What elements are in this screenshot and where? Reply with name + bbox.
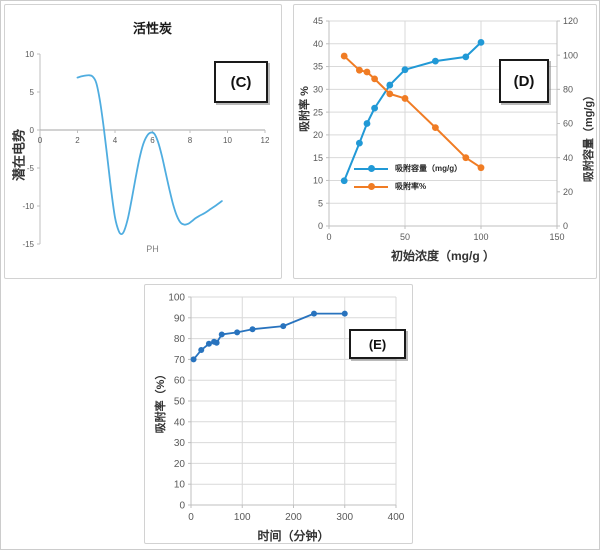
svg-text:0: 0 bbox=[38, 136, 43, 145]
legend-capacity-marker-icon bbox=[368, 165, 375, 172]
svg-text:150: 150 bbox=[549, 232, 564, 242]
svg-text:20: 20 bbox=[313, 130, 323, 140]
svg-text:-5: -5 bbox=[27, 164, 35, 173]
legend-item-capacity: 吸附容量（mg/g） bbox=[354, 164, 462, 173]
chart-c-y-axis-title: 潜在电势 bbox=[11, 128, 27, 182]
svg-text:12: 12 bbox=[261, 136, 270, 145]
svg-text:30: 30 bbox=[174, 438, 186, 449]
svg-text:0: 0 bbox=[563, 221, 568, 231]
svg-text:0: 0 bbox=[318, 221, 323, 231]
chart-d-panel: 0 5 10 15 20 25 30 35 40 45 0 20 40 60 80 100 120 0 50 100 1… bbox=[293, 4, 597, 279]
svg-text:300: 300 bbox=[336, 512, 353, 523]
legend-rate-line-swatch bbox=[354, 183, 388, 190]
svg-text:5: 5 bbox=[30, 88, 35, 97]
svg-text:70: 70 bbox=[174, 355, 186, 366]
svg-text:60: 60 bbox=[174, 376, 186, 387]
svg-text:15: 15 bbox=[313, 153, 323, 163]
chart-d-legend: 吸附容量（mg/g） 吸附率% bbox=[354, 164, 462, 200]
svg-text:8: 8 bbox=[188, 136, 193, 145]
svg-text:90: 90 bbox=[174, 313, 186, 324]
svg-text:20: 20 bbox=[174, 459, 186, 470]
legend-rate-label: 吸附率% bbox=[395, 182, 427, 191]
svg-text:5: 5 bbox=[318, 198, 323, 208]
svg-text:100: 100 bbox=[473, 232, 488, 242]
svg-text:4: 4 bbox=[113, 136, 118, 145]
legend-capacity-label: 吸附容量（mg/g） bbox=[395, 164, 463, 173]
panel-label-c: (C) bbox=[214, 61, 268, 103]
svg-text:10: 10 bbox=[313, 176, 323, 186]
chart-d-x-axis-title: 初始浓度（mg/g ） bbox=[391, 249, 495, 263]
svg-text:25: 25 bbox=[313, 107, 323, 117]
svg-text:10: 10 bbox=[223, 136, 232, 145]
svg-text:20: 20 bbox=[563, 187, 573, 197]
svg-text:2: 2 bbox=[75, 136, 80, 145]
svg-text:100: 100 bbox=[563, 50, 578, 60]
chart-c-plot: 10 5 0 -5 -10 -15 0 2 4 6 8 10 12 bbox=[22, 50, 270, 249]
chart-e-y-axis-title: 吸附率（%） bbox=[155, 368, 167, 434]
svg-text:-10: -10 bbox=[22, 202, 34, 211]
svg-text:400: 400 bbox=[388, 512, 405, 523]
svg-text:10: 10 bbox=[174, 480, 186, 491]
svg-text:120: 120 bbox=[563, 16, 578, 26]
svg-text:0: 0 bbox=[30, 126, 35, 135]
chart-e-panel: 0 10 20 30 40 50 60 70 80 90 100 0 100 200 300 400 吸附率（… bbox=[144, 284, 413, 544]
chart-c-title: 活性炭 bbox=[132, 21, 172, 36]
svg-text:0: 0 bbox=[326, 232, 331, 242]
svg-text:35: 35 bbox=[313, 62, 323, 72]
svg-text:0: 0 bbox=[179, 501, 185, 512]
chart-c-x-axis-title: PH bbox=[146, 244, 159, 254]
svg-text:45: 45 bbox=[313, 16, 323, 26]
legend-capacity-line-swatch bbox=[354, 165, 388, 172]
chart-e-plot: 0 10 20 30 40 50 60 70 80 90 100 0 100 200 300 400 bbox=[168, 293, 405, 524]
chart-e-x-axis-title: 时间（分钟） bbox=[257, 529, 330, 543]
svg-text:40: 40 bbox=[313, 39, 323, 49]
svg-text:0: 0 bbox=[188, 512, 194, 523]
svg-text:100: 100 bbox=[234, 512, 251, 523]
svg-text:-15: -15 bbox=[22, 240, 34, 249]
svg-text:50: 50 bbox=[400, 232, 410, 242]
panel-label-e: (E) bbox=[349, 329, 406, 359]
legend-rate-marker-icon bbox=[368, 183, 375, 190]
chart-d-plot: 0 5 10 15 20 25 30 35 40 45 0 20 40 60 80 100 120 0 50 100 1… bbox=[313, 16, 578, 242]
chart-c-panel: 10 5 0 -5 -10 -15 0 2 4 6 8 10 12 活性炭 潜在电势 PH (C) bbox=[4, 4, 282, 279]
svg-text:80: 80 bbox=[174, 334, 186, 345]
svg-text:80: 80 bbox=[563, 84, 573, 94]
svg-text:100: 100 bbox=[168, 293, 185, 304]
chart-d-right-axis-title: 吸附容量（mg/g） bbox=[583, 89, 595, 183]
svg-text:200: 200 bbox=[285, 512, 302, 523]
svg-text:10: 10 bbox=[25, 50, 34, 59]
svg-text:6: 6 bbox=[150, 136, 155, 145]
chart-d-left-axis-title: 吸附率 % bbox=[299, 86, 311, 132]
svg-text:40: 40 bbox=[174, 417, 186, 428]
svg-text:30: 30 bbox=[313, 84, 323, 94]
legend-item-rate: 吸附率% bbox=[354, 182, 462, 191]
svg-text:50: 50 bbox=[174, 397, 186, 408]
svg-text:60: 60 bbox=[563, 119, 573, 129]
panel-label-d: (D) bbox=[499, 59, 549, 103]
svg-text:40: 40 bbox=[563, 153, 573, 163]
